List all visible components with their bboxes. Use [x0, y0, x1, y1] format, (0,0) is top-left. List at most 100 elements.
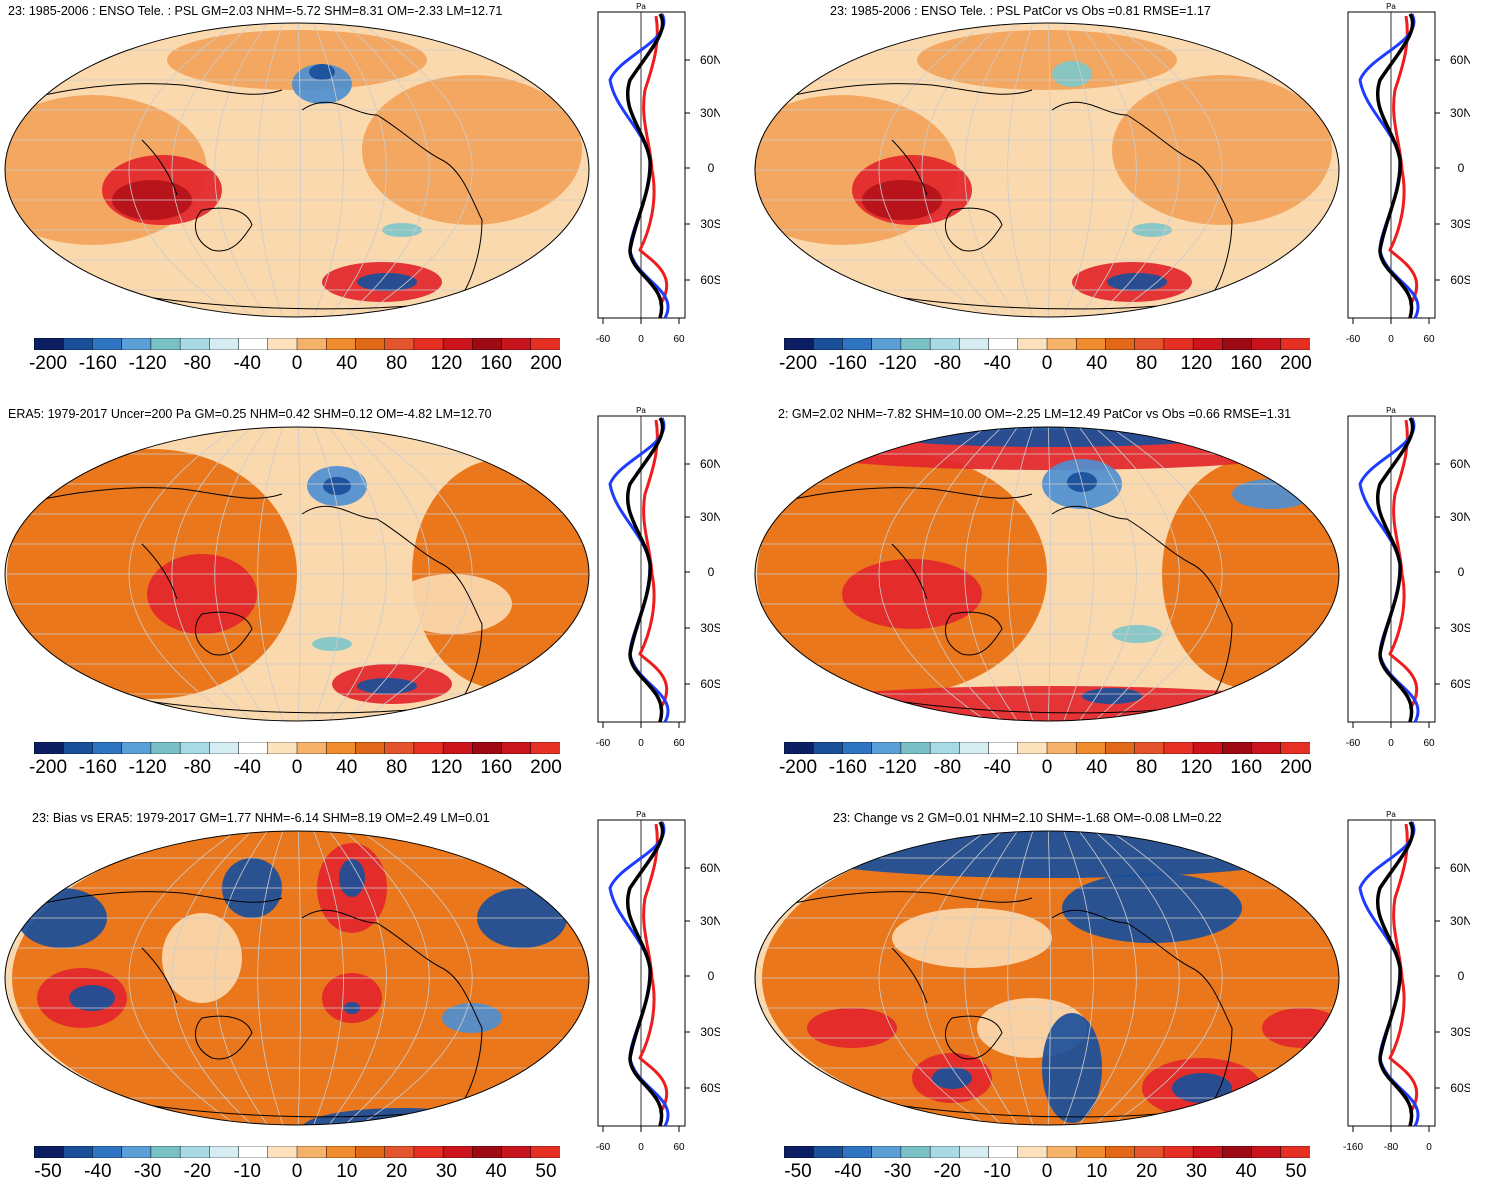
colorbar-swatch: [959, 338, 990, 350]
colorbar: [34, 338, 560, 350]
colorbar-tick-label: -40: [84, 1161, 112, 1182]
colorbar-swatch: [62, 742, 94, 754]
longitude-line: [1092, 23, 1180, 317]
world-map: [4, 22, 590, 318]
colorbar-tick-label: -50: [784, 1161, 812, 1182]
colorbar-tick-label: 50: [1285, 1161, 1307, 1182]
colorbar-tick-label: -30: [883, 1161, 912, 1182]
colorbar-swatch: [501, 338, 532, 350]
colorbar-tick-label: -160: [78, 757, 117, 778]
map-border: [4, 22, 590, 318]
world-map: [4, 830, 590, 1126]
anomaly-region: [357, 273, 417, 291]
world-map: [754, 22, 1340, 318]
world-map: [754, 830, 1340, 1126]
longitude-line: [1092, 427, 1180, 721]
lat-tick-label: 30N: [700, 106, 720, 120]
panel-title: 23: 1985-2006 : ENSO Tele. : PSL GM=2.03…: [8, 4, 503, 18]
zonal-profile: Pa 60N 30N 0 30S 60S -160 -80 0: [1343, 810, 1470, 1153]
longitude-line: [1108, 831, 1223, 1125]
colorbar-swatch: [501, 742, 532, 754]
colorbar-swatch: [179, 338, 211, 350]
colorbar-swatch: [179, 742, 211, 754]
coastline: [21, 83, 283, 101]
colorbar-tick-label: 30: [435, 1161, 457, 1182]
colorbar-tick-label: 120: [1180, 353, 1213, 374]
colorbar-swatch: [34, 742, 64, 754]
colorbar-swatch: [296, 1146, 327, 1158]
colorbar-tick-label: -40: [834, 1161, 862, 1182]
lat-tick-label: 0: [708, 565, 715, 579]
lat-tick-label: 30S: [1450, 217, 1470, 231]
longitude-line: [1047, 831, 1051, 1125]
longitude-line: [327, 831, 387, 1125]
coastline: [944, 611, 1003, 656]
colorbar-tick-label: 0: [291, 353, 303, 374]
zonal-profile: Pa 60N 30N 0 30S 60S -60 0 60: [596, 406, 720, 749]
colorbar-swatch: [530, 1146, 560, 1158]
colorbar-tick-label: 200: [530, 757, 562, 778]
colorbar-swatch: [209, 1146, 240, 1158]
longitude-line: [964, 831, 1019, 1125]
longitude-line: [171, 831, 254, 1125]
longitude-line: [358, 23, 473, 317]
colorbar-tick-label: -50: [34, 1161, 62, 1182]
colorbar-tick-label: 40: [1235, 1161, 1257, 1182]
colorbar-swatch: [929, 1146, 961, 1158]
colorbar: [784, 742, 1310, 754]
colorbar-swatch: [812, 1146, 844, 1158]
colorbar-tick-label: 160: [480, 353, 513, 374]
colorbar-tick-label: 120: [430, 757, 463, 778]
map-border: [754, 830, 1340, 1126]
anomaly-region: [807, 1008, 897, 1048]
colorbar-tick-label: -10: [983, 1161, 1011, 1182]
colorbar-swatch: [472, 338, 503, 350]
map-field: [755, 831, 1339, 1125]
colorbar-swatch: [988, 742, 1019, 754]
coastline: [141, 139, 178, 196]
longitude-line: [1007, 427, 1034, 721]
coastline: [944, 1015, 1003, 1060]
colorbar-swatch: [34, 338, 64, 350]
longitude-line: [878, 427, 989, 721]
colorbar-tick-label: -30: [133, 1161, 162, 1182]
colorbar-tick-label: 10: [336, 1161, 358, 1182]
x-tick-label: 60: [673, 334, 685, 345]
longitude-line: [1062, 831, 1094, 1125]
map-border: [754, 426, 1340, 722]
lat-tick-label: 30N: [700, 510, 720, 524]
profile-unit-label: Pa: [636, 810, 646, 819]
colorbar-swatch: [209, 742, 240, 754]
colorbar: [34, 1146, 560, 1158]
coastline: [891, 139, 928, 196]
map-field: [5, 427, 589, 721]
panel-title: 23: Bias vs ERA5: 1979-2017 GM=1.77 NHM=…: [32, 811, 490, 825]
longitude-line: [297, 831, 301, 1125]
coastline: [301, 505, 483, 700]
colorbar-swatch: [413, 742, 444, 754]
anomaly-region: [1232, 479, 1312, 509]
zonal-profile: Pa 60N 30N 0 30S 60S -60 0 60: [596, 2, 720, 345]
anomaly-region: [917, 30, 1177, 90]
colorbar-swatch: [900, 742, 931, 754]
x-tick-label: 0: [1388, 738, 1394, 749]
colorbar: [34, 742, 560, 754]
coastline: [944, 207, 1003, 252]
colorbar-swatch: [1017, 338, 1048, 350]
longitude-line: [1108, 23, 1223, 317]
zonal-profile: Pa 60N 30N 0 30S 60S -60 0 60: [1346, 406, 1470, 749]
longitude-line: [964, 427, 1019, 721]
x-tick-label: 0: [638, 1142, 644, 1153]
coastline: [301, 909, 483, 1104]
colorbar-swatch: [150, 1146, 181, 1158]
longitude-line: [1092, 831, 1180, 1125]
colorbar-swatch: [62, 1146, 94, 1158]
x-tick-label: 60: [1423, 334, 1435, 345]
coastline: [194, 1015, 253, 1060]
colorbar-tick-label: -80: [933, 757, 962, 778]
anomaly-region: [892, 908, 1052, 968]
colorbar-swatch: [209, 338, 240, 350]
colorbar-swatch: [267, 1146, 298, 1158]
x-tick-label: -60: [596, 738, 611, 749]
colorbar-tick-label: -200: [778, 757, 818, 778]
